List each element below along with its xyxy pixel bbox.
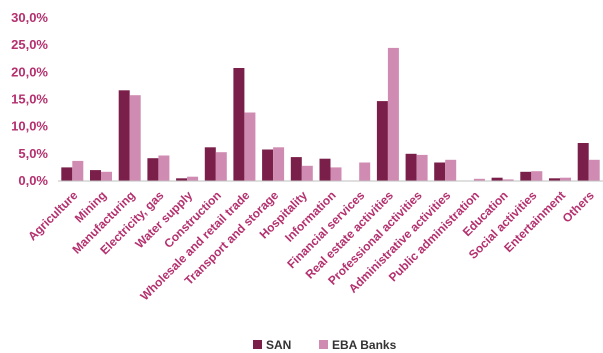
bar-san xyxy=(90,170,101,181)
bar-san xyxy=(290,157,302,181)
bar-eba xyxy=(187,176,199,181)
bar-eba xyxy=(387,47,399,182)
bar-eba xyxy=(502,179,514,181)
legend-label: EBA Banks xyxy=(332,338,397,352)
y-axis-ticks: 0,0% 5,0% 10,0% 15,0% 20,0% 25,0% 30,0% xyxy=(11,10,48,188)
bar-san xyxy=(577,143,589,181)
bar-san xyxy=(434,162,446,181)
bar-san xyxy=(520,171,532,181)
legend-swatch xyxy=(253,340,262,349)
bar-eba xyxy=(416,154,428,181)
x-tick-label: Others xyxy=(560,188,597,225)
bar-eba xyxy=(158,155,170,181)
bar-san xyxy=(549,178,560,181)
bar-san xyxy=(118,90,130,181)
bar-eba xyxy=(244,112,256,181)
bar-eba xyxy=(560,177,571,181)
bar-eba xyxy=(72,160,84,181)
y-tick-label: 0,0% xyxy=(18,173,48,188)
legend: SAN EBA Banks xyxy=(253,338,397,352)
bar-san xyxy=(204,147,216,181)
y-tick-label: 20,0% xyxy=(11,64,48,79)
bar-eba xyxy=(129,95,141,181)
y-tick-label: 25,0% xyxy=(11,37,48,52)
bar-san xyxy=(491,177,503,181)
bar-eba xyxy=(359,162,371,181)
y-tick-label: 10,0% xyxy=(11,119,48,134)
bar-san xyxy=(376,101,388,181)
bar-eba xyxy=(215,152,227,181)
y-tick-label: 30,0% xyxy=(11,10,48,25)
bar-eba xyxy=(330,167,342,181)
legend-label: SAN xyxy=(266,338,291,352)
y-tick-label: 15,0% xyxy=(11,92,48,107)
y-tick-label: 5,0% xyxy=(18,146,48,161)
bar-eba xyxy=(588,159,600,181)
bar-san xyxy=(176,178,188,181)
legend-swatch xyxy=(319,340,328,349)
bar-san xyxy=(262,149,274,181)
bar-eba xyxy=(531,171,543,181)
bar-san xyxy=(319,158,331,181)
bar-eba xyxy=(445,159,457,181)
bar-san xyxy=(147,158,159,181)
bar-eba xyxy=(301,165,313,181)
bar-eba xyxy=(273,147,285,181)
bars xyxy=(61,47,600,182)
x-axis-ticks: AgricultureMiningManufacturingElectricit… xyxy=(25,188,597,303)
bar-eba xyxy=(101,171,112,181)
bar-san xyxy=(405,153,417,181)
bar-eba xyxy=(473,178,485,181)
bar-san xyxy=(61,167,73,181)
bar-san xyxy=(233,68,245,181)
